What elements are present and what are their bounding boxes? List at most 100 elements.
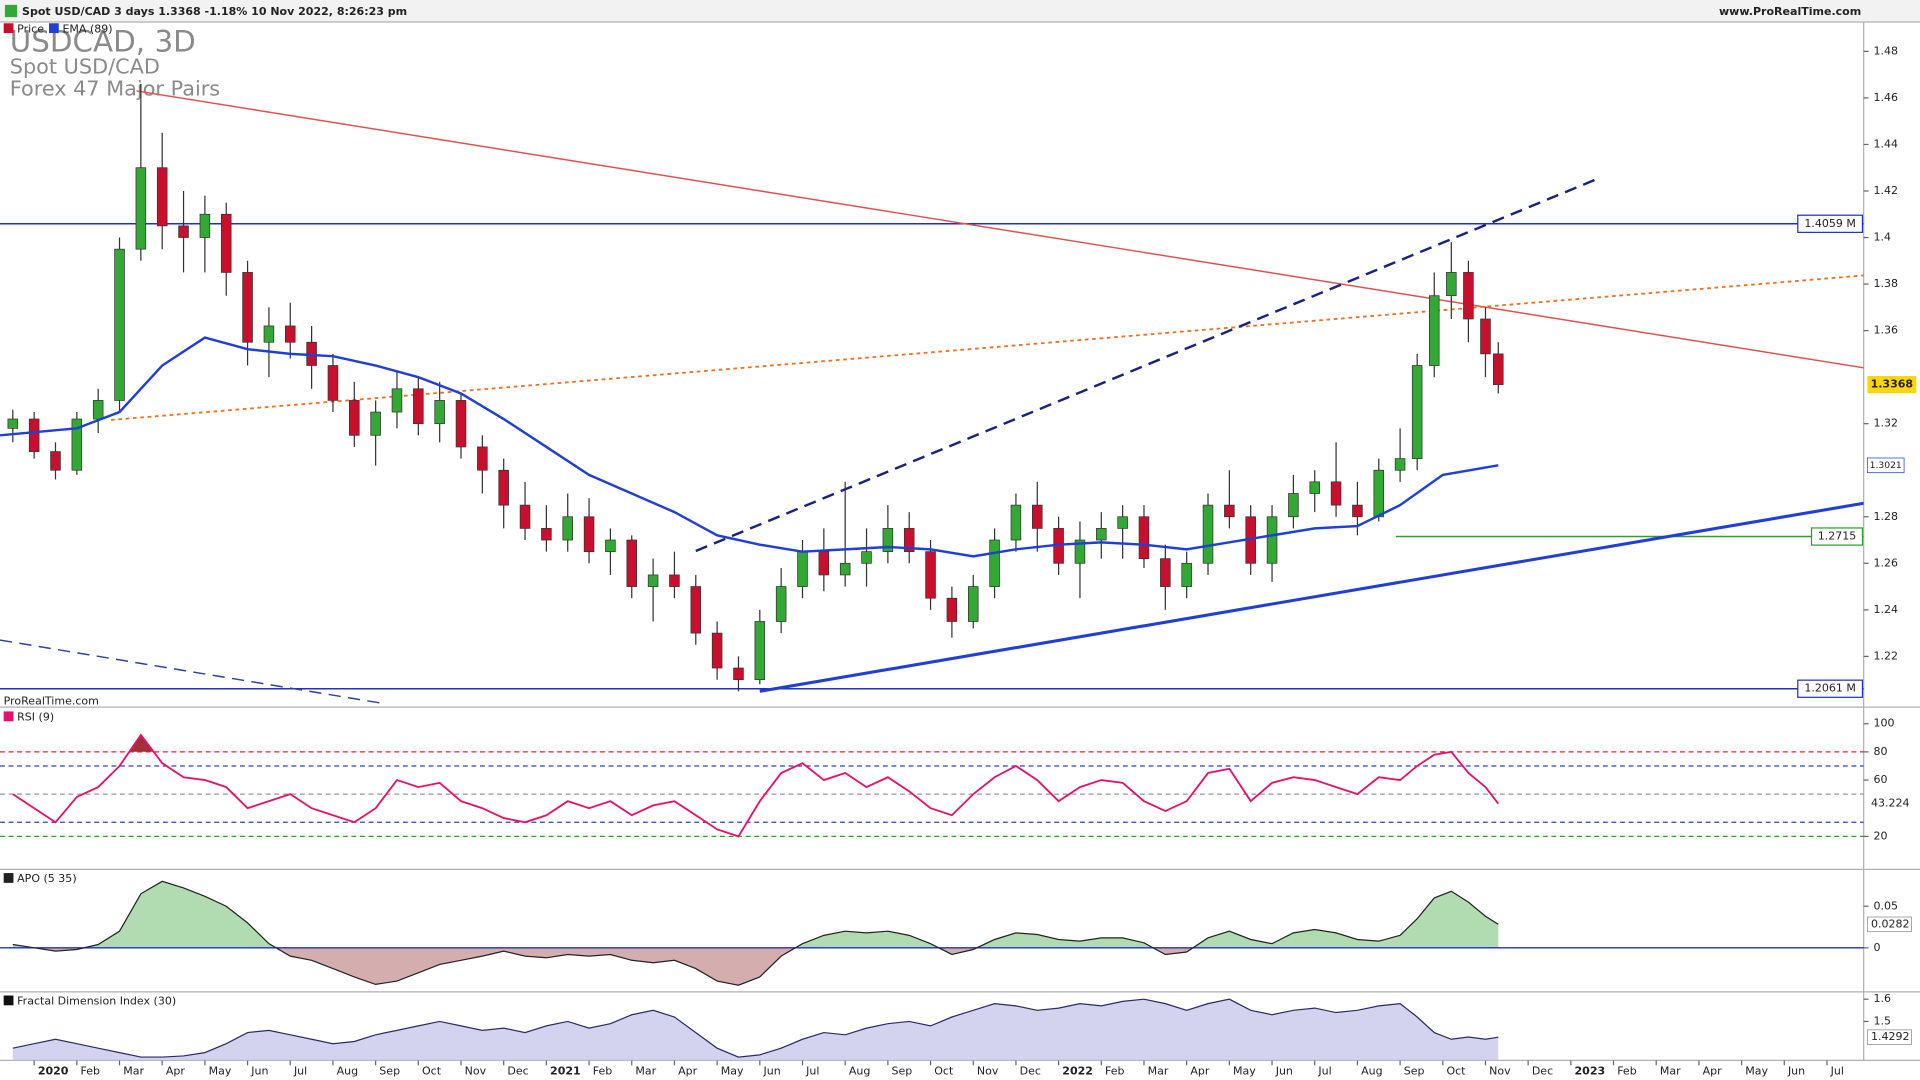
x-tick-label: Mar bbox=[635, 1064, 656, 1077]
trendline bbox=[0, 639, 381, 704]
candle-body bbox=[71, 418, 83, 471]
candle-body bbox=[903, 528, 915, 553]
candle-body bbox=[1117, 516, 1128, 529]
chart-subtitle: Forex 47 Major Pairs bbox=[10, 76, 220, 100]
candle-body bbox=[1428, 295, 1440, 366]
y-tick-label: 1.42 bbox=[1873, 184, 1898, 197]
trendline bbox=[695, 176, 1602, 553]
candle-body bbox=[327, 365, 339, 401]
candle-body bbox=[733, 667, 744, 681]
x-tick-label: May bbox=[721, 1064, 744, 1077]
y-tick-label: 0.05 bbox=[1873, 899, 1898, 912]
candle-body bbox=[669, 574, 680, 587]
trendline bbox=[759, 501, 1864, 693]
y-tick-label: 1.26 bbox=[1873, 556, 1898, 569]
candle-body bbox=[1224, 504, 1235, 518]
price-label-box bbox=[1797, 214, 1864, 233]
y-tick-label: 1.5 bbox=[1873, 1014, 1891, 1027]
y-tick-label: 1.22 bbox=[1873, 649, 1898, 662]
panel-borders bbox=[0, 21, 1920, 1062]
x-tick-label: Nov bbox=[465, 1064, 487, 1077]
x-tick-label: Oct bbox=[1446, 1064, 1466, 1077]
x-tick-label: May bbox=[1745, 1064, 1768, 1077]
candle-body bbox=[711, 632, 723, 669]
candle-body bbox=[925, 551, 936, 599]
x-tick-label: Jun bbox=[1787, 1064, 1805, 1077]
candle-body bbox=[1010, 504, 1022, 541]
candle-body bbox=[413, 388, 424, 425]
indicator-line bbox=[12, 998, 1499, 1058]
candle-body bbox=[28, 418, 40, 452]
candle-body bbox=[1493, 353, 1504, 385]
trendline bbox=[110, 274, 1864, 421]
candle-body bbox=[775, 586, 787, 622]
candle-body bbox=[1074, 539, 1086, 564]
area-negative bbox=[12, 947, 1499, 986]
candle-body bbox=[690, 586, 702, 634]
x-tick-label: Dec bbox=[1020, 1064, 1041, 1077]
x-tick-label: Mar bbox=[123, 1064, 144, 1077]
trendline bbox=[136, 90, 1864, 369]
candle-body bbox=[1309, 481, 1320, 494]
x-tick-label: Apr bbox=[166, 1064, 186, 1077]
candle-body bbox=[562, 516, 573, 541]
last-value-label: 0.0282 bbox=[1871, 917, 1910, 930]
panel-title: RSI (9) bbox=[17, 711, 54, 724]
candle-body bbox=[370, 411, 381, 436]
x-tick-label: Apr bbox=[1190, 1064, 1210, 1077]
x-tick-label: Oct bbox=[934, 1064, 954, 1077]
candle-body bbox=[199, 213, 211, 238]
x-tick-label: Jul bbox=[1317, 1064, 1331, 1077]
candle-body bbox=[92, 400, 104, 420]
candle-body bbox=[349, 400, 360, 436]
candle-body bbox=[477, 446, 488, 471]
candle-body bbox=[263, 325, 275, 343]
panel-swatch bbox=[3, 995, 14, 1006]
candle-body bbox=[818, 551, 830, 576]
watermark: ProRealTime.com bbox=[4, 695, 99, 708]
candle-body bbox=[498, 469, 509, 506]
x-tick-label: Oct bbox=[422, 1064, 442, 1077]
x-tick-label: 2021 bbox=[550, 1064, 581, 1077]
x-tick-label: Sep bbox=[1404, 1064, 1425, 1077]
candle-body bbox=[882, 528, 894, 553]
chart-title: USDCAD, 3D bbox=[10, 24, 196, 58]
x-tick-label: Apr bbox=[678, 1064, 698, 1077]
candle-body bbox=[1446, 272, 1457, 297]
candle-body bbox=[1394, 458, 1406, 471]
last-value-label: 43.224 bbox=[1871, 797, 1910, 810]
panel-swatch bbox=[3, 711, 14, 722]
price-label-box bbox=[1797, 679, 1864, 698]
x-tick-label: 2022 bbox=[1062, 1064, 1093, 1077]
y-tick-label: 1.44 bbox=[1873, 137, 1898, 150]
y-tick-label: 1.48 bbox=[1873, 44, 1898, 57]
candle-body bbox=[989, 539, 1000, 587]
panel-title: Fractal Dimension Index (30) bbox=[17, 995, 176, 1008]
candle-body bbox=[1411, 365, 1423, 459]
header-icon bbox=[4, 4, 18, 18]
candle-body bbox=[1463, 272, 1474, 320]
x-tick-label: Aug bbox=[337, 1064, 359, 1077]
candle-body bbox=[391, 388, 403, 413]
candle-body bbox=[1096, 528, 1107, 541]
legend-swatch bbox=[48, 23, 59, 34]
x-tick-label: Sep bbox=[892, 1064, 913, 1077]
candle-body bbox=[220, 213, 232, 273]
y-tick-label: 1.24 bbox=[1873, 603, 1898, 616]
candle-body bbox=[1202, 504, 1214, 564]
last-value-label: 1.4292 bbox=[1871, 1030, 1910, 1043]
header-bar bbox=[0, 0, 1920, 23]
x-tick-label: Jun bbox=[250, 1064, 268, 1077]
candle-body bbox=[1373, 469, 1385, 518]
x-tick-label: Nov bbox=[977, 1064, 999, 1077]
candle-body bbox=[1181, 562, 1192, 587]
x-tick-label: Jul bbox=[1830, 1064, 1844, 1077]
candle-body bbox=[156, 167, 168, 227]
x-tick-label: Nov bbox=[1489, 1064, 1511, 1077]
ema-label-box bbox=[1866, 457, 1905, 474]
y-tick-label: 1.4 bbox=[1873, 231, 1891, 244]
price-label: 1.2715 bbox=[1818, 530, 1857, 543]
header-title: Spot USD/CAD 3 days 1.3368 -1.18% 10 Nov… bbox=[22, 5, 407, 18]
